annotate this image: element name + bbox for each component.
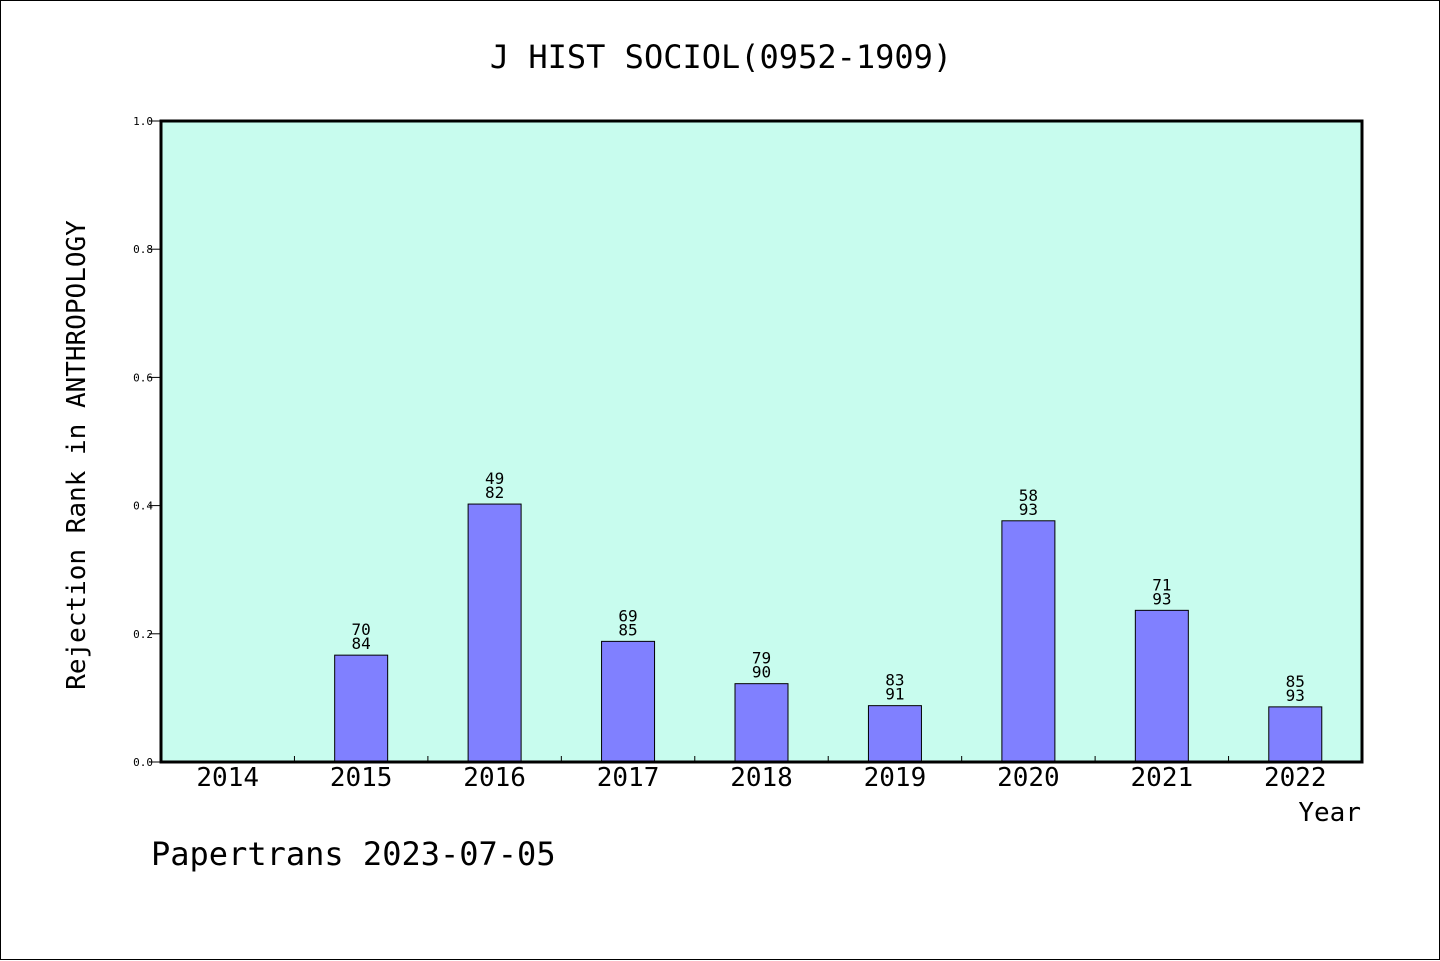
x-tick-label: 2020 <box>997 763 1060 793</box>
bars-group <box>334 503 1323 763</box>
x-tick-label: 2016 <box>463 763 526 793</box>
plot-border <box>159 119 1364 764</box>
y-axis-ticks: 0.0 0.2 0.4 0.6 0.8 1.0 <box>133 115 161 769</box>
y-axis-label: Rejection Rank in ANTHROPOLOGY <box>62 220 92 690</box>
y-tick-label: 0.8 <box>133 243 153 256</box>
footer-text: Papertrans 2023-07-05 <box>151 835 556 873</box>
bar-2019 <box>867 705 922 763</box>
bar-2015 <box>334 654 389 763</box>
bar-label-rank: 49 <box>485 469 504 488</box>
bar-2016 <box>467 503 522 763</box>
x-tick-label: 2021 <box>1131 763 1194 793</box>
bar-label-rank: 69 <box>618 606 637 625</box>
x-axis-ticks: 2014 2015 2016 2017 2018 2019 2020 2021 2022 <box>196 756 1327 793</box>
bar-label-total: 90 <box>752 663 771 682</box>
bar-2017 <box>601 640 656 763</box>
x-tick-label: 2018 <box>730 763 793 793</box>
bar-label-total: 93 <box>1152 589 1171 608</box>
bar-label-rank: 79 <box>752 649 771 668</box>
bar-label-total: 82 <box>485 483 504 502</box>
bar-label-total: 84 <box>352 634 371 653</box>
x-tick-label: 2019 <box>864 763 927 793</box>
bar-label-rank: 70 <box>352 620 371 639</box>
bar-label-rank: 71 <box>1152 575 1171 594</box>
bar-label-total: 91 <box>885 685 904 704</box>
bar-2021 <box>1134 609 1189 763</box>
bar-2018 <box>734 683 789 763</box>
x-tick-label: 2014 <box>196 763 259 793</box>
bar-label-rank: 83 <box>885 671 904 690</box>
y-tick-label: 0.4 <box>133 500 153 513</box>
x-tick-label: 2022 <box>1264 763 1327 793</box>
x-axis-label: Year <box>1298 798 1361 828</box>
bar-label-total: 93 <box>1019 500 1038 519</box>
y-tick-label: 0.0 <box>133 756 153 769</box>
bar-label-total: 93 <box>1286 686 1305 705</box>
bar-label-total: 85 <box>618 620 637 639</box>
y-tick-label: 0.6 <box>133 371 153 384</box>
bar-label-rank: 58 <box>1019 486 1038 505</box>
bar-2020 <box>1001 520 1056 763</box>
x-tick-label: 2017 <box>597 763 660 793</box>
bar-label-rank: 85 <box>1286 672 1305 691</box>
y-tick-label: 0.2 <box>133 628 153 641</box>
bar-2022 <box>1268 706 1323 763</box>
y-tick-label: 1.0 <box>133 115 153 128</box>
x-tick-label: 2015 <box>330 763 393 793</box>
chart-title: J HIST SOCIOL(0952-1909) <box>490 38 952 76</box>
